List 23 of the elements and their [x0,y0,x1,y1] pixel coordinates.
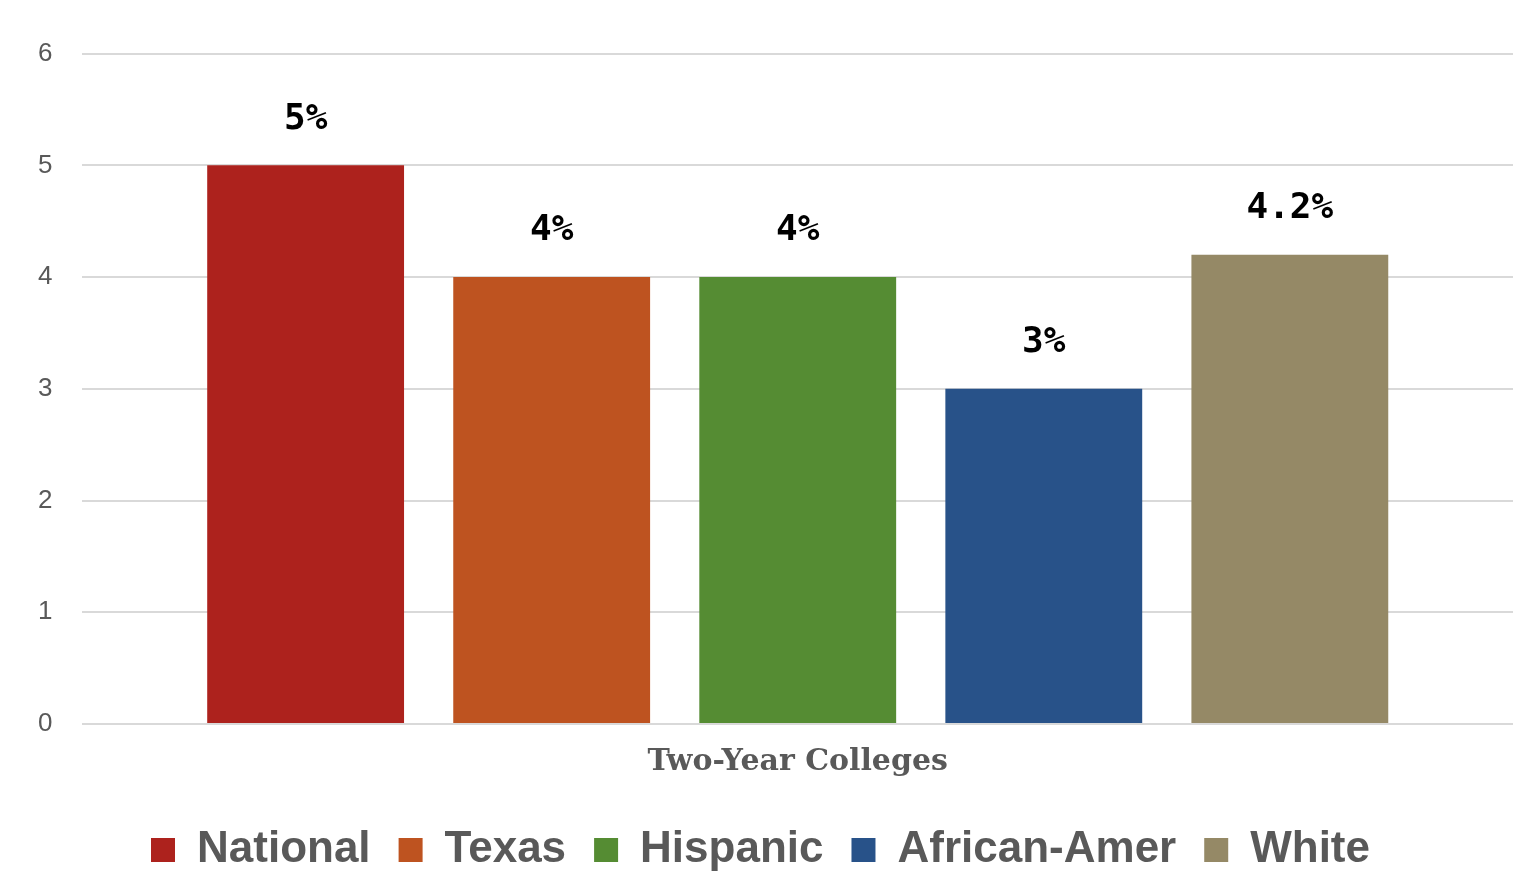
bar [453,277,651,723]
data-label: 4% [530,207,574,249]
legend-label: White [1250,822,1370,872]
x-tick-label: Two-Year Colleges [647,741,948,777]
y-tick-label: 0 [37,707,53,738]
legend-label: African-Amer [897,822,1177,872]
data-label: 3% [1022,319,1066,361]
data-label: 4% [776,207,820,249]
y-tick-label: 3 [37,371,53,402]
y-tick-label: 1 [37,595,53,626]
data-label: 4.2% [1246,185,1334,227]
bar [1191,254,1389,723]
y-tick-label: 2 [37,483,53,514]
bar [699,277,897,723]
data-label: 5% [283,95,328,137]
y-tick-label: 4 [37,260,53,291]
bar [945,388,1143,723]
y-tick-label: 5 [37,148,53,179]
legend-label: National [197,822,371,872]
y-tick-label: 6 [37,36,53,67]
legend-label: Hispanic [640,822,824,872]
legend-label: Texas [444,822,567,872]
bar [207,165,405,723]
